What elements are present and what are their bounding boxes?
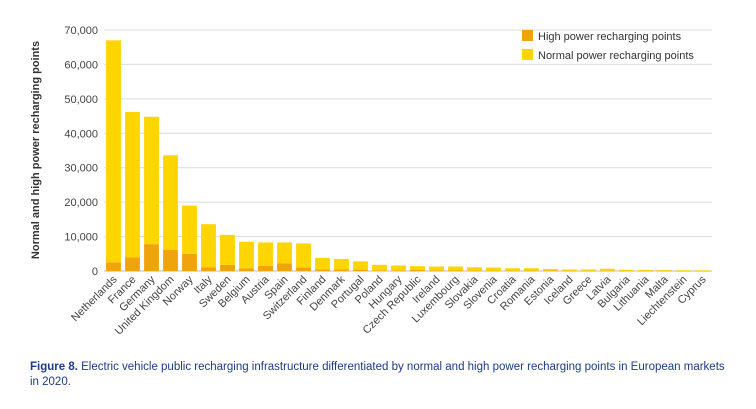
bar-high-power [448, 270, 463, 271]
bar-normal-power [676, 270, 691, 271]
bar-high-power [239, 268, 254, 271]
y-tick-label: 50,000 [64, 94, 98, 106]
bar-normal-power [220, 234, 235, 265]
bar-normal-power [334, 258, 349, 270]
y-tick-label: 40,000 [64, 128, 98, 140]
bar-normal-power [695, 270, 710, 271]
bar-normal-power [486, 267, 501, 271]
bar-normal-power [448, 266, 463, 271]
bar-high-power [334, 269, 349, 271]
bar-high-power [258, 265, 273, 271]
bar-high-power [182, 253, 197, 271]
y-axis-label: Normal and high power recharging points [30, 41, 42, 259]
bar-normal-power [372, 264, 387, 271]
bar-high-power [353, 269, 368, 271]
bar-normal-power [562, 269, 577, 271]
bar-high-power [505, 270, 520, 272]
bar-normal-power [125, 111, 140, 258]
bar-normal-power [315, 257, 330, 270]
bar-normal-power [201, 224, 216, 268]
bar-normal-power [619, 269, 634, 271]
bar-normal-power [505, 268, 520, 271]
bar-high-power [201, 267, 216, 271]
bar-normal-power [429, 266, 444, 271]
bar-normal-power [638, 269, 653, 271]
bar-normal-power [144, 116, 159, 245]
bar-high-power [467, 270, 482, 272]
y-tick-label: 70,000 [64, 25, 98, 37]
legend: High power recharging points Normal power… [522, 30, 694, 62]
bar-high-power [524, 270, 539, 272]
bar-normal-power [467, 267, 482, 271]
bar-high-power [600, 270, 615, 272]
bar-high-power [486, 270, 501, 272]
bar-high-power [315, 269, 330, 271]
legend-label: Normal power recharging points [538, 50, 694, 62]
bar-high-power [695, 270, 710, 272]
legend-swatch [522, 49, 533, 60]
bar-normal-power [296, 243, 311, 268]
bar-normal-power [581, 269, 596, 271]
bar-normal-power [410, 266, 425, 270]
bar-normal-power [543, 268, 558, 271]
bar-high-power [372, 270, 387, 271]
bar-normal-power [353, 261, 368, 270]
bar-normal-power [258, 242, 273, 266]
bar-normal-power [600, 268, 615, 271]
bar-high-power [581, 270, 596, 272]
bar-normal-power [106, 40, 121, 263]
y-tick-label: 60,000 [64, 59, 98, 71]
bar-high-power [657, 270, 672, 272]
bar-high-power [410, 269, 425, 271]
bar-high-power [296, 267, 311, 271]
bar-high-power [144, 244, 159, 271]
bar-high-power [676, 270, 691, 272]
caption-label: Figure 8. [30, 361, 78, 373]
y-tick-label: 20,000 [64, 197, 98, 209]
bar-normal-power [524, 268, 539, 271]
y-axis-ticks: 0 10,000 20,000 30,000 40,000 50,000 60,000 70,… [64, 25, 98, 278]
bars-layer [106, 40, 710, 272]
bar-normal-power [657, 270, 672, 271]
bar-high-power [125, 257, 140, 271]
bar-high-power [277, 263, 292, 271]
figure-caption: Figure 8. Electric vehicle public rechar… [30, 360, 730, 390]
bar-normal-power [239, 241, 254, 269]
legend-label: High power recharging points [538, 31, 682, 43]
bar-normal-power [182, 205, 197, 254]
bar-high-power [106, 262, 121, 271]
caption-text: Electric vehicle public recharging infra… [30, 361, 725, 388]
bar-high-power [562, 270, 577, 272]
bar-normal-power [391, 265, 406, 271]
bar-normal-power [163, 155, 178, 250]
bar-high-power [163, 249, 178, 271]
bar-high-power [619, 270, 634, 272]
bar-high-power [429, 270, 444, 271]
y-tick-label: 10,000 [64, 232, 98, 244]
bar-high-power [638, 270, 653, 272]
bar-high-power [220, 264, 235, 271]
bar-high-power [543, 270, 558, 272]
bar-high-power [391, 270, 406, 271]
bar-normal-power [277, 242, 292, 264]
y-tick-label: 30,000 [64, 163, 98, 175]
legend-swatch [522, 30, 533, 41]
y-tick-label: 0 [92, 266, 98, 278]
